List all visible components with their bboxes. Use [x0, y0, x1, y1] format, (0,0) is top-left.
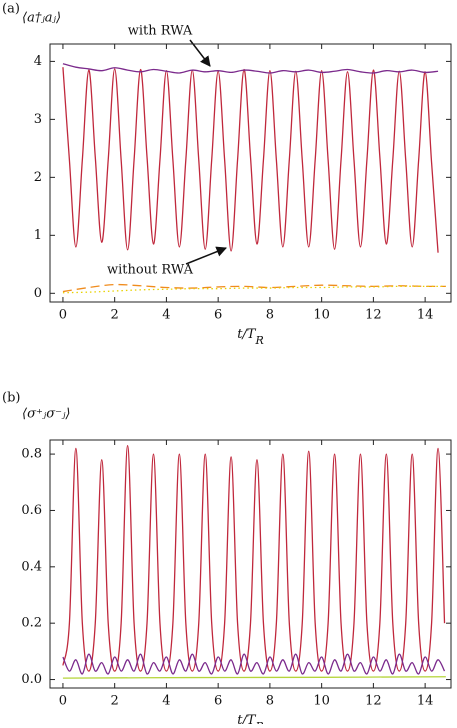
x-tick-label: 2 [111, 308, 119, 323]
x-tick-label: 6 [214, 694, 222, 709]
y-axis-label: ⟨σ⁺ⱼσ⁻ⱼ⟩ [22, 407, 70, 422]
panel-label: (b) [2, 391, 20, 406]
y-tick-label: 2 [34, 170, 42, 185]
x-tick-label: 0 [59, 694, 67, 709]
x-tick-label: 4 [162, 694, 170, 709]
y-tick-label: 0.4 [21, 559, 42, 574]
series-line [62, 444, 446, 672]
plot-frame [49, 43, 452, 303]
y-tick-label: 0.8 [21, 447, 42, 462]
y-tick-label: 3 [34, 112, 42, 127]
annotation: with RWA [128, 24, 193, 39]
x-tick-label: 4 [162, 308, 170, 323]
annotation: without RWA [107, 263, 194, 278]
x-axis-label-sub: R [254, 720, 263, 725]
series-line [62, 67, 439, 253]
x-axis-label: t/TR [237, 327, 264, 347]
x-tick-label: 14 [417, 308, 434, 323]
x-tick-label: 14 [417, 694, 434, 709]
series-line [62, 285, 446, 294]
y-tick-label: 0.6 [21, 503, 42, 518]
x-tick-label: 10 [313, 694, 330, 709]
annotation-arrow [185, 246, 227, 265]
panel-label: (a) [2, 2, 20, 17]
y-tick-label: 0 [34, 286, 42, 301]
series-line [62, 63, 439, 74]
series-line [62, 653, 446, 675]
x-axis-label: t/TR [237, 713, 264, 725]
x-axis-label-main: t/T [237, 713, 257, 725]
x-tick-label: 8 [266, 694, 274, 709]
x-tick-label: 12 [365, 694, 382, 709]
plot-frame [49, 439, 452, 689]
x-tick-label: 0 [59, 308, 67, 323]
y-tick-label: 0.0 [21, 672, 42, 687]
x-axis-label-sub: R [254, 334, 263, 347]
y-axis-label: ⟨a†ⱼaⱼ⟩ [22, 11, 61, 26]
x-tick-label: 2 [111, 694, 119, 709]
series-line [62, 676, 446, 679]
y-tick-label: 1 [34, 228, 42, 243]
x-tick-label: 8 [266, 308, 274, 323]
x-tick-label: 6 [214, 308, 222, 323]
x-tick-label: 12 [365, 308, 382, 323]
y-tick-label: 0.2 [21, 616, 42, 631]
x-axis-label-main: t/T [237, 327, 257, 342]
x-tick-label: 10 [313, 308, 330, 323]
series-line [62, 283, 446, 293]
y-tick-label: 4 [34, 54, 42, 69]
